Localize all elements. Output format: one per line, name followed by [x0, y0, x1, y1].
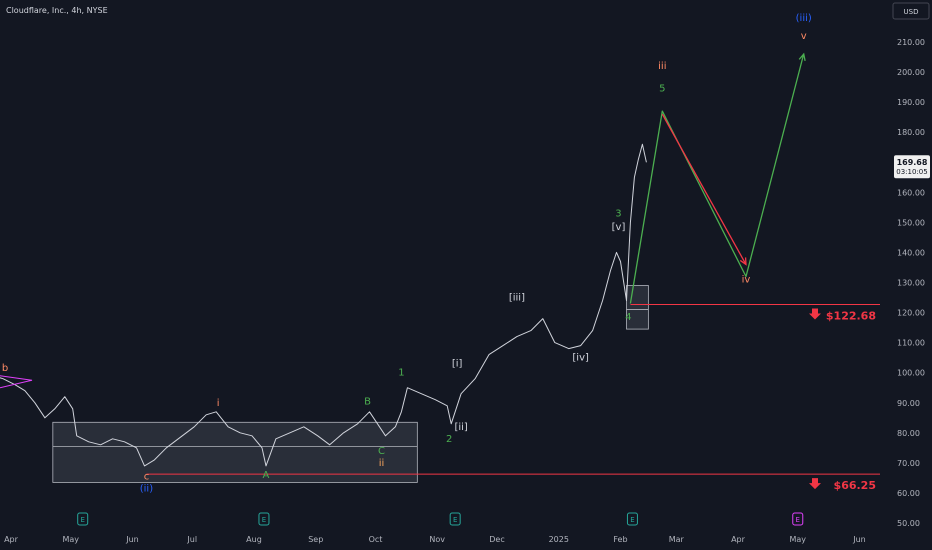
- wave-label: iii: [658, 61, 666, 72]
- y-tick-label: 120.00: [897, 309, 925, 318]
- y-tick-label: 130.00: [897, 279, 925, 288]
- y-tick-label: 50.00: [897, 519, 920, 528]
- earnings-icon: [77, 512, 89, 526]
- earnings-icon: [792, 512, 804, 526]
- earnings-label: E: [80, 516, 84, 524]
- support-levels: $122.68 $66.25: [146, 304, 880, 492]
- y-tick-label: 90.00: [897, 399, 920, 408]
- x-tick-label: Mar: [669, 535, 685, 544]
- wave-label: b: [2, 363, 8, 374]
- earnings-icon: [258, 512, 270, 526]
- down-arrow-icon: [809, 308, 821, 320]
- y-tick-label: 70.00: [897, 459, 920, 468]
- x-tick-label: May: [789, 535, 806, 544]
- wave-label: i: [217, 398, 220, 409]
- x-tick-label: 2025: [549, 535, 569, 544]
- y-tick-label: 80.00: [897, 429, 920, 438]
- last-price-value: 169.68: [897, 158, 928, 167]
- wave-label: 4: [625, 312, 631, 323]
- y-tick-label: 210.00: [897, 38, 925, 47]
- x-tick-label: May: [62, 535, 79, 544]
- wave-label: v: [801, 31, 807, 42]
- wave-label: iv: [742, 275, 751, 286]
- wave-label: [v]: [612, 222, 626, 233]
- x-tick-label: Dec: [489, 535, 504, 544]
- y-tick-label: 160.00: [897, 188, 925, 197]
- price-line: [0, 143, 647, 467]
- y-tick-label: 100.00: [897, 369, 925, 378]
- last-price-countdown: 03:10:05: [896, 168, 927, 176]
- x-tick-label: Jun: [852, 535, 866, 544]
- y-tick-label: 110.00: [897, 339, 925, 348]
- wave-label: [i]: [452, 359, 463, 370]
- earnings-label: E: [796, 516, 800, 524]
- price-series: [0, 52, 806, 467]
- x-tick-label: Feb: [613, 535, 627, 544]
- x-tick-label: Jun: [125, 535, 139, 544]
- range-boxes: [52, 285, 649, 483]
- wave-label: [iv]: [572, 353, 589, 364]
- x-tick-label: Jul: [186, 535, 197, 544]
- x-axis: Apr May Jun Jul Aug Sep Oct Nov Dec 2025 Feb Mar Apr…: [4, 535, 866, 544]
- level-label: $66.25: [834, 479, 876, 492]
- earnings-label: E: [262, 516, 266, 524]
- y-tick-label: 190.00: [897, 98, 925, 107]
- wave-label: B: [364, 396, 371, 407]
- earnings-label: E: [630, 516, 634, 524]
- y-tick-label: 150.00: [897, 218, 925, 227]
- y-tick-label: 180.00: [897, 128, 925, 137]
- wave-label: 3: [615, 208, 621, 219]
- wave-label: C: [378, 446, 385, 457]
- earnings-label: E: [453, 516, 457, 524]
- wave-label: (ii): [140, 483, 153, 494]
- currency-button[interactable]: [892, 2, 930, 20]
- wave-label: 1: [398, 368, 404, 379]
- y-tick-label: 60.00: [897, 489, 920, 498]
- wave-label: c: [144, 471, 150, 482]
- wave-label: [ii]: [454, 422, 467, 433]
- wave-label: A: [263, 470, 270, 481]
- wave-labels: b i B 1 [i] [iii] [iv] [ii]2 Cii c A (ii) 3 [v] 4 iii 5 i…: [2, 13, 812, 494]
- x-tick-label: Apr: [4, 535, 19, 544]
- y-tick-label: 140.00: [897, 248, 925, 257]
- wave-label: [iii]: [509, 293, 525, 304]
- y-tick-label: 200.00: [897, 68, 925, 77]
- triangle-pattern: [0, 375, 33, 389]
- range-box: [52, 421, 418, 483]
- x-tick-label: Nov: [429, 535, 445, 544]
- level-label: $122.68: [826, 310, 876, 323]
- wave-label: 5: [659, 84, 665, 95]
- last-price-tag: [894, 155, 930, 179]
- projection-line: [661, 113, 747, 265]
- x-tick-label: Apr: [731, 535, 746, 544]
- projection-line: [629, 53, 805, 304]
- down-arrow-icon: [809, 478, 821, 490]
- x-tick-label: Sep: [308, 535, 323, 544]
- earnings-icon: [626, 512, 638, 526]
- currency-label: USD: [904, 8, 919, 16]
- x-tick-label: Oct: [369, 535, 383, 544]
- y-axis: 50.00 60.00 70.00 80.00 90.00 100.00 110.00 120…: [894, 38, 930, 528]
- wave-label: (iii): [796, 13, 812, 24]
- wave-label: 2: [446, 434, 452, 445]
- earnings-icon: [449, 512, 461, 526]
- arrowhead-icon: [798, 52, 806, 62]
- x-tick-label: Aug: [246, 535, 262, 544]
- wave-label: ii: [379, 458, 385, 469]
- arrowhead-icon: [739, 257, 747, 266]
- chart-title: Cloudflare, Inc., 4h, NYSE: [6, 6, 108, 15]
